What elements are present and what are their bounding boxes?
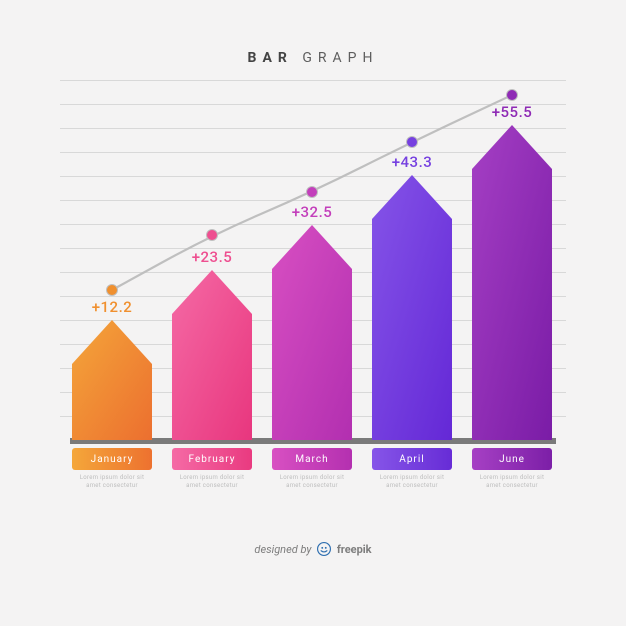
bar-march: +32.5: [272, 225, 352, 440]
bar-january: +12.2: [72, 320, 152, 440]
bar-value-label: +55.5: [472, 103, 552, 121]
bar-value-label: +23.5: [172, 248, 252, 266]
month-badge-january: January: [72, 448, 152, 470]
month-subtext: Lorem ipsum dolor sit amet consectetur: [72, 474, 152, 490]
month-badge-june: June: [472, 448, 552, 470]
bar-chart: +12.2+23.5+32.5+43.3+55.5: [70, 80, 556, 440]
bar-shape: [272, 225, 352, 440]
bar-shape: [372, 175, 452, 440]
bar-value-label: +43.3: [372, 153, 452, 171]
bar-june: +55.5: [472, 125, 552, 440]
month-subtext: Lorem ipsum dolor sit amet consectetur: [372, 474, 452, 490]
bar-shape: [472, 125, 552, 440]
bar-shape: [172, 270, 252, 440]
chart-title: BAR GRAPH: [0, 50, 626, 66]
bar-value-label: +12.2: [72, 298, 152, 316]
month-badge-february: February: [172, 448, 252, 470]
bar-april: +43.3: [372, 175, 452, 440]
month-badge-march: March: [272, 448, 352, 470]
month-subtext: Lorem ipsum dolor sit amet consectetur: [272, 474, 352, 490]
month-subtext: Lorem ipsum dolor sit amet consectetur: [172, 474, 252, 490]
title-bold: BAR: [248, 50, 293, 66]
month-badge-april: April: [372, 448, 452, 470]
footer-prefix: designed by: [254, 543, 311, 556]
bar-shape: [72, 320, 152, 440]
footer-credit: designed by freepik: [0, 542, 626, 556]
footer-brand: freepik: [337, 543, 372, 556]
freepik-icon: [317, 542, 331, 556]
bar-february: +23.5: [172, 270, 252, 440]
title-light: GRAPH: [302, 50, 378, 66]
month-subtext: Lorem ipsum dolor sit amet consectetur: [472, 474, 552, 490]
bar-value-label: +32.5: [272, 203, 352, 221]
